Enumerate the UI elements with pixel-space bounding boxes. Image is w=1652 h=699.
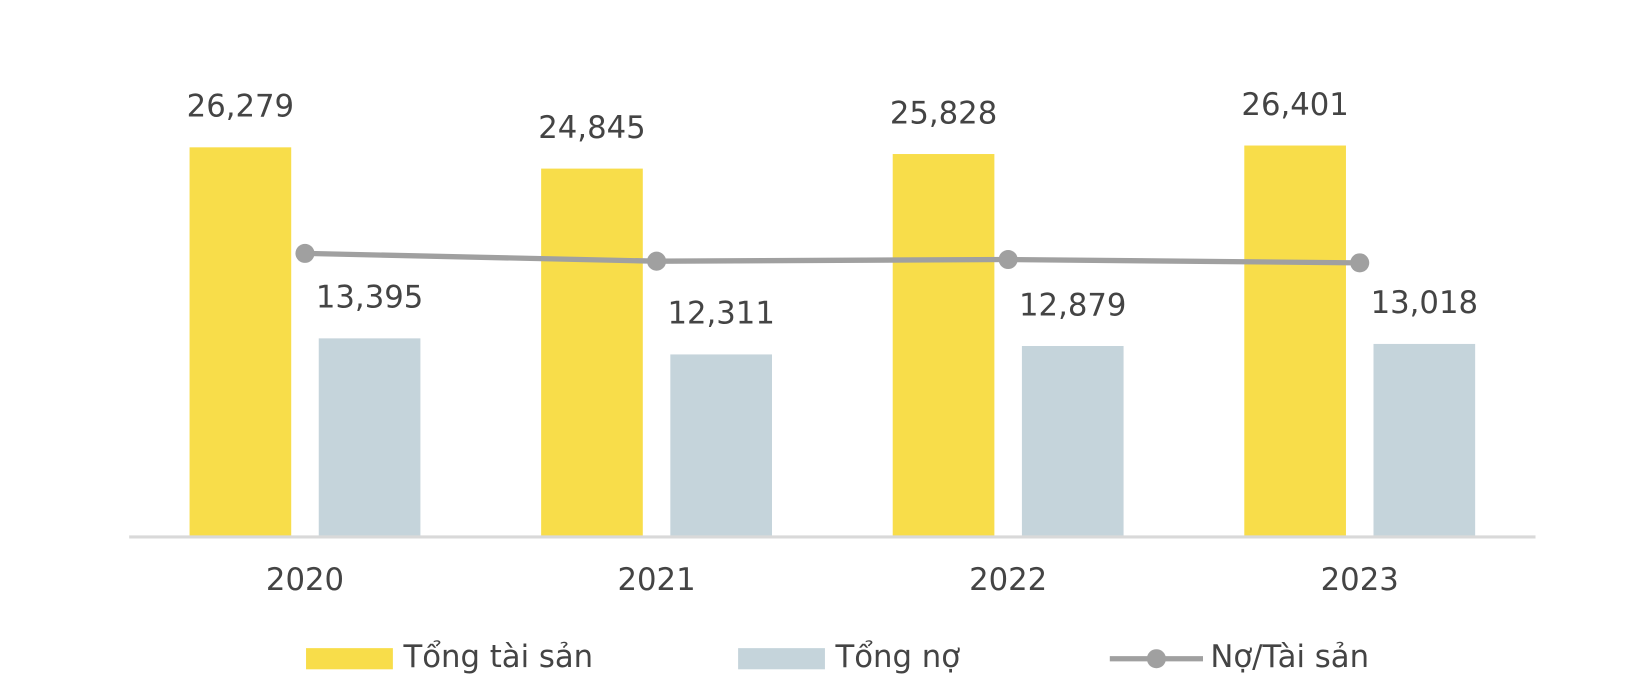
line-marker [647, 251, 667, 271]
legend-label: Tổng tài sản [402, 639, 593, 675]
bar [189, 147, 292, 537]
data-label: 26,279 [187, 89, 294, 125]
bar [541, 168, 643, 537]
line [304, 250, 1360, 266]
x-tick-label: 2023 [1321, 562, 1399, 598]
x-tick-label: 2020 [266, 562, 344, 598]
line-marker [1350, 253, 1370, 273]
bar [318, 338, 421, 537]
data-label: 13,018 [1371, 285, 1478, 321]
legend-swatch [1146, 649, 1166, 669]
data-label: 26,401 [1241, 87, 1348, 123]
bar [1021, 345, 1124, 537]
bar [1244, 145, 1346, 537]
data-label: 12,879 [1019, 287, 1126, 323]
legend-swatch [306, 648, 393, 670]
legend-label: Nợ/Tài sản [1210, 639, 1369, 675]
data-label: 13,395 [316, 280, 423, 316]
legend-swatch [738, 648, 825, 670]
bar [1373, 343, 1476, 537]
legend-label: Tổng nợ [835, 639, 961, 675]
data-label: 25,828 [890, 95, 997, 131]
data-label: 12,311 [667, 296, 774, 332]
data-label: 24,845 [538, 110, 645, 146]
bar [892, 154, 995, 537]
bar [670, 354, 772, 537]
x-tick-label: 2021 [617, 562, 695, 598]
line-marker [295, 243, 315, 263]
line-marker [998, 249, 1018, 270]
x-tick-label: 2022 [969, 562, 1047, 598]
